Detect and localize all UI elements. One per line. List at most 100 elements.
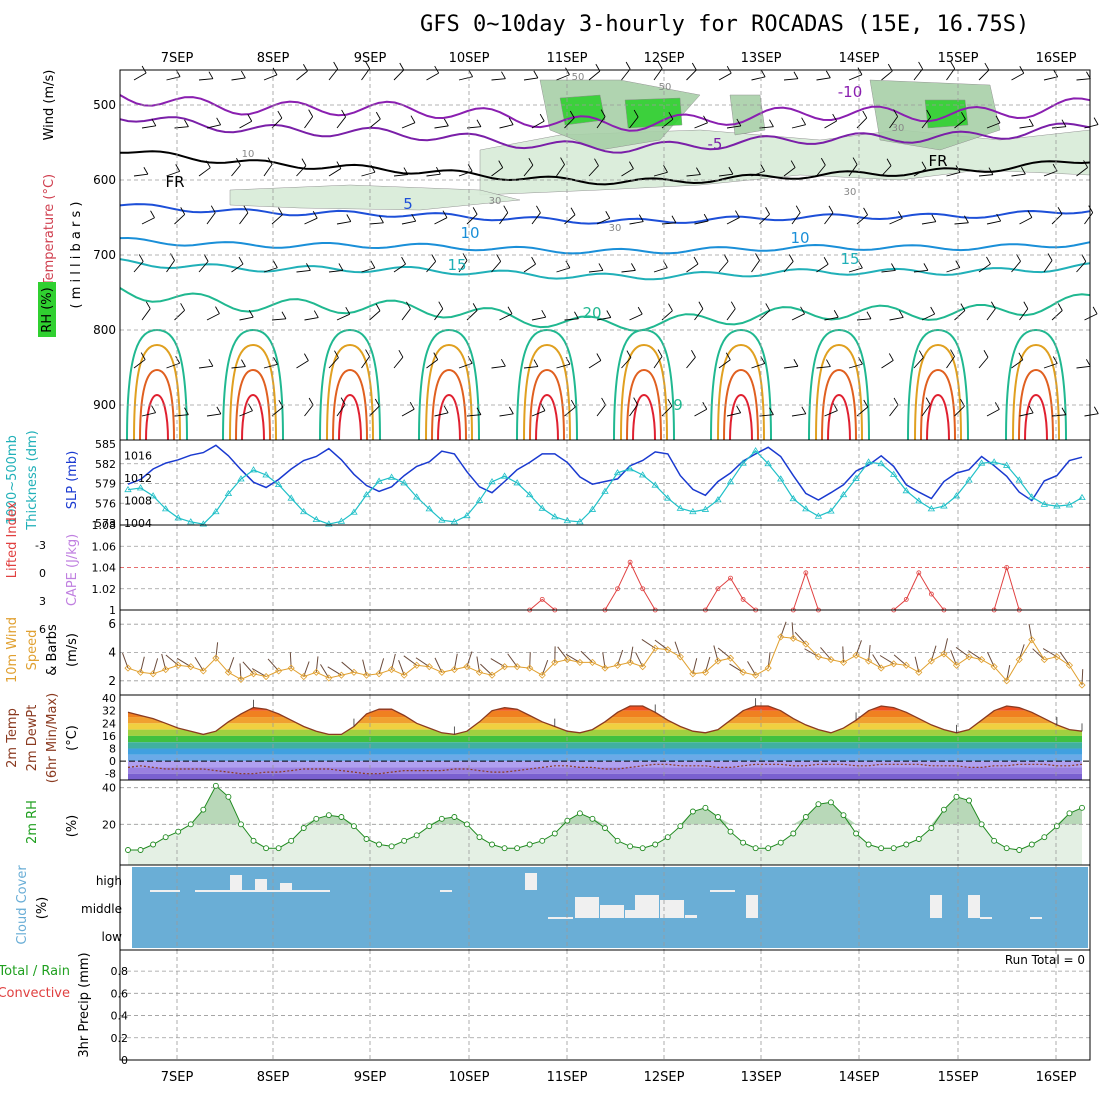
date-top: 11SEP [547, 51, 588, 66]
rh2m-point [376, 841, 383, 848]
wind-barb [759, 213, 770, 225]
wind-barb-flag [238, 256, 244, 265]
wind10-barb [747, 661, 757, 676]
wind10-barb [490, 658, 505, 668]
wind-barb-flag [725, 352, 731, 360]
wind-barb [361, 267, 375, 273]
wind10-point [676, 653, 684, 661]
wind-barb [621, 269, 636, 273]
wind10-point [601, 664, 609, 672]
contour-label: 10 [242, 149, 255, 160]
slp-point [1040, 500, 1049, 507]
wind10-point [839, 658, 848, 666]
rh2m-point [489, 841, 495, 848]
cloud-bar [930, 895, 942, 918]
wind-barb-flag [303, 353, 309, 361]
wind-barb-flag [151, 405, 156, 413]
wind10-point [187, 663, 195, 671]
wind-barb-flag [702, 402, 708, 410]
wind-barb [856, 214, 868, 225]
wind-barb [1051, 310, 1063, 321]
cape-tick: 1.06 [92, 540, 117, 553]
slp-point [488, 478, 496, 485]
lifted-index-panel: -3 0 3 6 1.08 1.06 1.04 1.02 1 [35, 519, 1091, 636]
wind-barb [824, 316, 839, 321]
wind-barb [166, 260, 175, 273]
contour-label: 10 [460, 224, 479, 242]
warm-tongue [338, 393, 362, 441]
contour-label: 20 [582, 304, 601, 322]
wind-barb-flag [1057, 303, 1063, 311]
cloud-bar [710, 890, 735, 892]
wind-barb-flag [961, 112, 966, 120]
date-top: 9SEP [354, 51, 387, 66]
cape-line [893, 571, 945, 611]
wind-barb [588, 269, 603, 273]
wind-barb [913, 357, 924, 369]
wind-barb [239, 316, 254, 321]
rh2m-point [928, 825, 935, 831]
thickness-frame [119, 439, 1091, 526]
wind10-barb [641, 639, 656, 649]
wind10-barb [480, 663, 493, 676]
wind10-point [764, 664, 772, 672]
slp-point [915, 497, 923, 504]
wind-barb [791, 124, 806, 129]
wind-barb [921, 313, 935, 321]
wind10-point [664, 646, 672, 654]
slp-point [149, 492, 157, 499]
cape-point [903, 596, 909, 602]
rh2m-point [288, 837, 295, 844]
warm-tongue [523, 343, 571, 441]
slp-point [739, 459, 747, 466]
warm-tongue [1005, 328, 1067, 441]
wind-barb-flag [1092, 306, 1098, 315]
rh2m-point [426, 823, 433, 830]
rh2m-point [652, 841, 659, 848]
wind-barb [369, 405, 380, 417]
wind10-point [1015, 656, 1023, 664]
wind-barb [921, 404, 931, 417]
warm-tongue [529, 368, 565, 441]
wind-barb-flag [696, 167, 701, 175]
wind-barb [369, 310, 381, 321]
wind-barb-flag [735, 210, 740, 218]
wind-barb [141, 125, 156, 129]
slp-point [676, 504, 685, 511]
wind10-point [1065, 661, 1074, 669]
cloud-bar [635, 895, 659, 918]
wind10-point [149, 670, 157, 678]
wind10-point [526, 664, 534, 672]
wind-barb [751, 170, 765, 177]
rh2m-point [313, 815, 320, 822]
wind10-point [174, 661, 182, 669]
wind10-point [425, 663, 433, 671]
wind-barb-flag [333, 61, 339, 70]
rh2m-point [526, 841, 533, 848]
rh2m-point [413, 832, 420, 839]
wind-barb-flag [184, 119, 189, 127]
rh2m-point [677, 823, 684, 830]
wind-barb-flag [631, 263, 636, 271]
wind-barb [393, 356, 404, 369]
wind-barb [1051, 414, 1066, 417]
cape-point [615, 586, 620, 592]
wind-barb [458, 260, 468, 273]
slp-point [1078, 493, 1086, 501]
wind10-barb [507, 653, 518, 667]
wind-barb-flag [565, 260, 571, 269]
wind-barb [1019, 125, 1034, 129]
wind10-barb [565, 653, 581, 663]
wind10-tick: 4 [108, 646, 116, 660]
wind-barb-flag [281, 311, 287, 319]
wind-barb-flag [240, 70, 246, 79]
cape-line [529, 598, 556, 611]
wind-barb-flag [472, 207, 478, 215]
slp-point [187, 518, 195, 525]
wind-barb-flag [893, 397, 899, 406]
wind-barb [718, 359, 731, 369]
wind-barb-flag [476, 119, 482, 127]
wind10-point [287, 664, 295, 672]
warm-tongue [319, 328, 381, 441]
